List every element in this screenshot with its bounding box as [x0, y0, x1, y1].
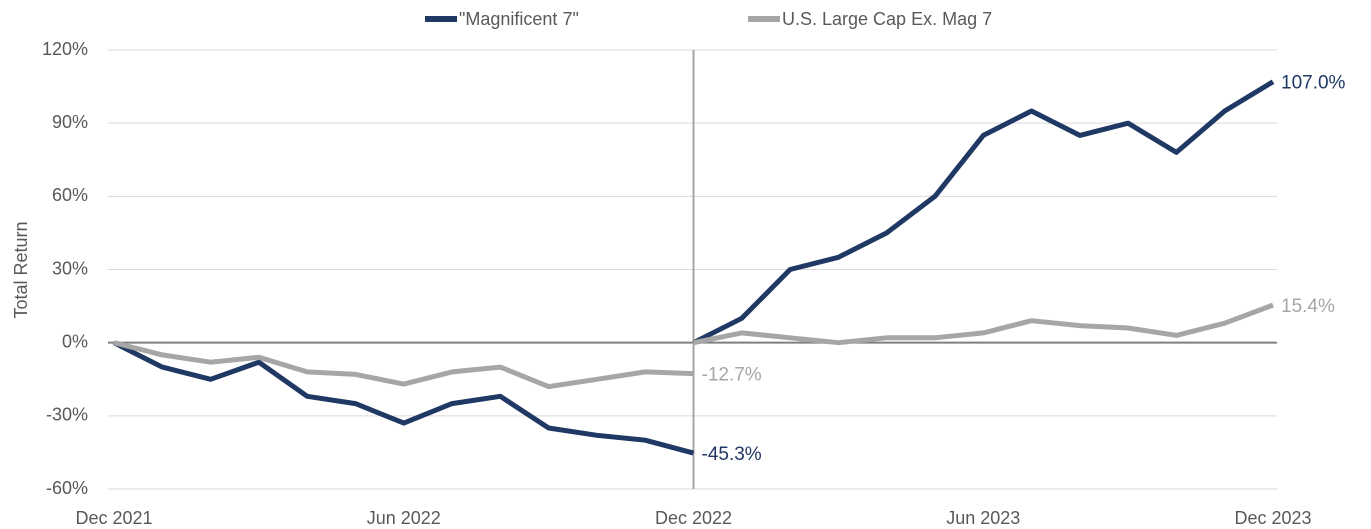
- x-tick-label: Jun 2022: [367, 508, 441, 528]
- y-tick-label: 0%: [62, 331, 88, 351]
- y-tick-label: -30%: [46, 405, 88, 425]
- x-tick-label: Dec 2023: [1234, 508, 1311, 528]
- series-line: [112, 79, 1275, 456]
- value-label: -45.3%: [702, 444, 762, 465]
- value-label: 107.0%: [1281, 73, 1346, 94]
- value-label: 15.4%: [1281, 296, 1335, 317]
- series-line: [113, 302, 1274, 390]
- y-tick-label: 60%: [52, 185, 88, 205]
- y-tick-label: 120%: [42, 39, 88, 59]
- legend-label: "Magnificent 7": [459, 9, 579, 29]
- legend-label: U.S. Large Cap Ex. Mag 7: [782, 9, 992, 29]
- x-tick-label: Jun 2023: [946, 508, 1020, 528]
- y-tick-label: 30%: [52, 258, 88, 278]
- value-label: -12.7%: [702, 365, 762, 386]
- y-axis-title: Total Return: [11, 221, 31, 318]
- x-tick-label: Dec 2022: [655, 508, 732, 528]
- y-tick-label: -60%: [46, 478, 88, 498]
- x-tick-label: Dec 2021: [75, 508, 152, 528]
- y-tick-label: 90%: [52, 112, 88, 132]
